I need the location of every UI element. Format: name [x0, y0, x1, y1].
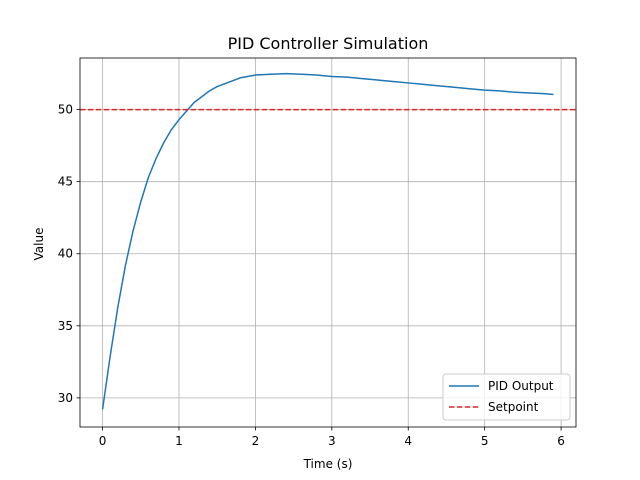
y-tick-label: 45 — [58, 175, 73, 189]
x-tick-label: 0 — [99, 434, 107, 448]
x-tick-label: 4 — [404, 434, 412, 448]
legend-label-pid-output: PID Output — [488, 379, 554, 393]
x-tick-label: 1 — [175, 434, 183, 448]
x-tick-label: 2 — [252, 434, 260, 448]
y-tick-label: 50 — [58, 103, 73, 117]
series-pid-output-line — [101, 72, 554, 410]
x-axis-label: Time (s) — [303, 457, 353, 471]
y-axis-label: Value — [32, 228, 46, 261]
series-layer — [80, 72, 576, 410]
grid — [80, 58, 576, 427]
x-tick-label: 3 — [328, 434, 336, 448]
y-tick-label: 35 — [58, 319, 73, 333]
legend: PID Output Setpoint — [442, 373, 571, 421]
chart-title: PID Controller Simulation — [228, 34, 429, 53]
x-tick-label: 6 — [557, 434, 565, 448]
x-tick-label: 5 — [481, 434, 489, 448]
plot-area-frame — [79, 57, 577, 428]
y-tick-label: 40 — [58, 247, 73, 261]
y-tick-label: 30 — [58, 391, 73, 405]
legend-label-setpoint: Setpoint — [488, 400, 539, 414]
